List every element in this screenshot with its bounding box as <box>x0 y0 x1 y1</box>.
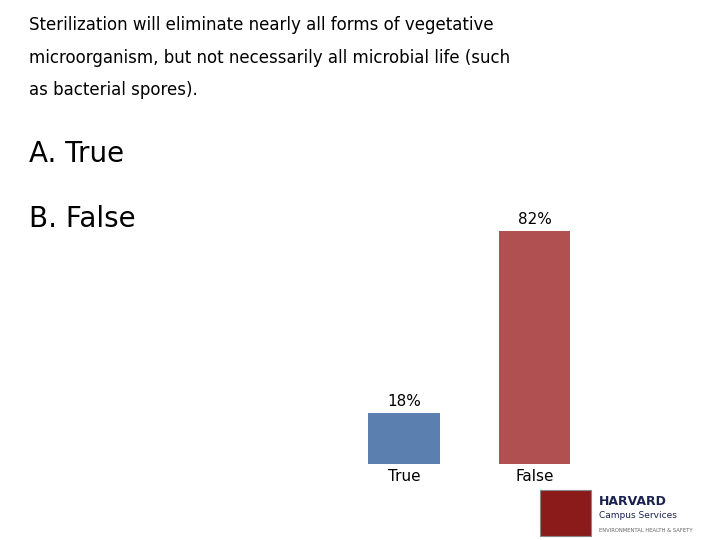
Text: Sterilization will eliminate nearly all forms of vegetative: Sterilization will eliminate nearly all … <box>29 16 493 34</box>
Text: 18%: 18% <box>387 394 421 409</box>
Text: 82%: 82% <box>518 212 552 227</box>
Bar <box>368 413 440 464</box>
Text: Campus Services: Campus Services <box>599 511 677 520</box>
Text: microorganism, but not necessarily all microbial life (such: microorganism, but not necessarily all m… <box>29 49 510 66</box>
Text: A. True: A. True <box>29 140 124 168</box>
Text: B. False: B. False <box>29 205 135 233</box>
Text: HARVARD: HARVARD <box>599 495 667 508</box>
FancyBboxPatch shape <box>540 490 592 536</box>
Text: as bacterial spores).: as bacterial spores). <box>29 81 197 99</box>
Bar <box>499 231 570 464</box>
Text: ENVIRONMENTAL HEALTH & SAFETY: ENVIRONMENTAL HEALTH & SAFETY <box>599 528 693 533</box>
